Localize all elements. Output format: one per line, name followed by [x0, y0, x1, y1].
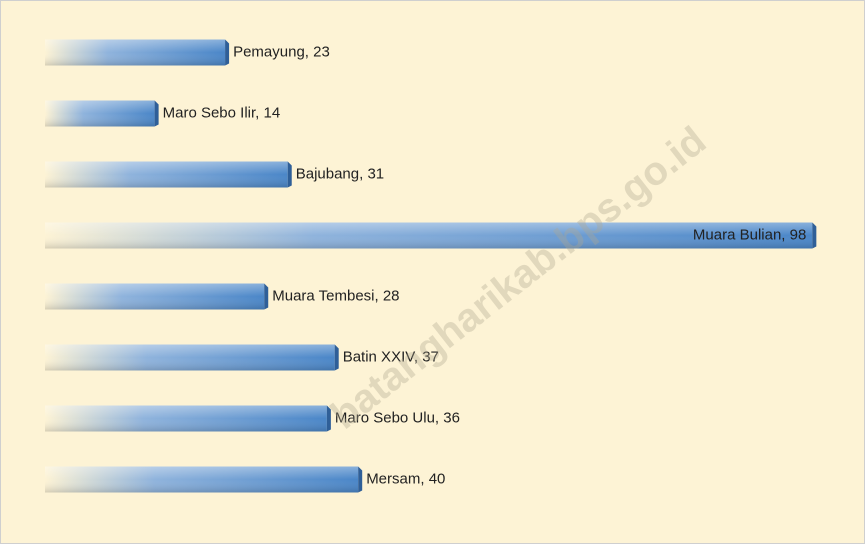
data-label: Muara Tembesi, 28 [272, 287, 399, 304]
bar-cap [334, 344, 339, 371]
bar-cap [812, 222, 817, 249]
bar-shade [45, 222, 813, 249]
data-label: Muara Bulian, 98 [693, 226, 806, 243]
bar-shade [45, 405, 327, 432]
bar-shade [45, 161, 288, 188]
bar-shade [45, 466, 359, 493]
data-label: Maro Sebo Ilir, 14 [163, 104, 281, 121]
bar-shade [45, 283, 265, 310]
bar-cap [358, 466, 363, 493]
bar-cap [287, 161, 292, 188]
bar-shade [45, 39, 226, 66]
data-label: Bajubang, 31 [296, 165, 384, 182]
bar-cap [264, 283, 269, 310]
data-label: Batin XXIV, 37 [343, 348, 439, 365]
bar-cap [326, 405, 331, 432]
data-label: Maro Sebo Ulu, 36 [335, 409, 460, 426]
bar-shade [45, 344, 335, 371]
bar-cap [225, 39, 230, 66]
data-label: Mersam, 40 [366, 470, 445, 487]
data-label: Pemayung, 23 [233, 43, 330, 60]
bar-cap [154, 100, 159, 127]
bar-shade [45, 100, 155, 127]
